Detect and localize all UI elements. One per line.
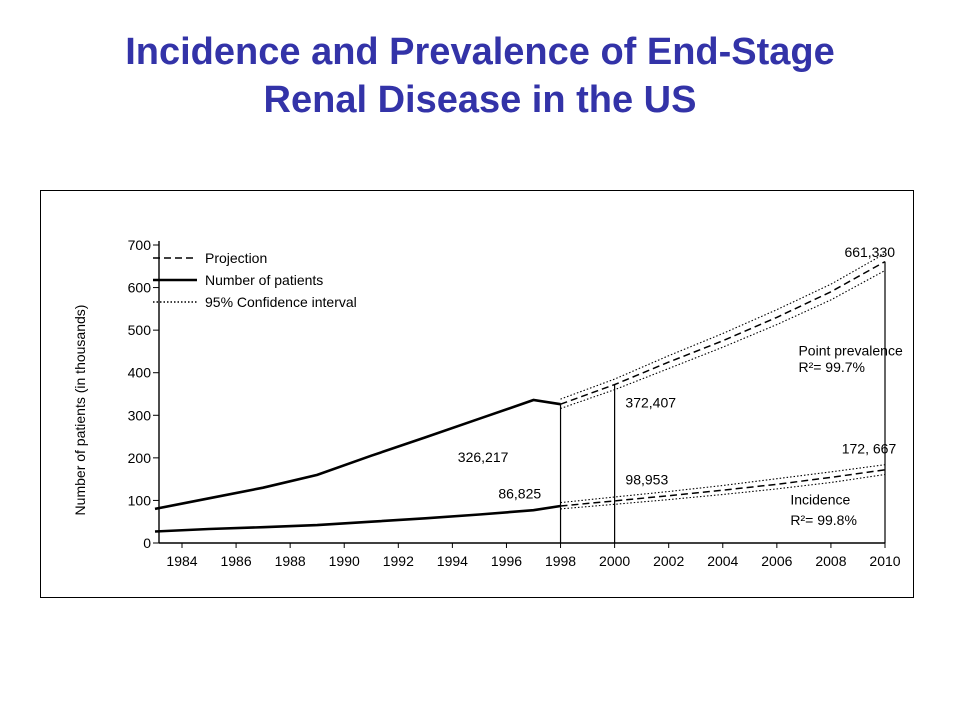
projection-line	[560, 260, 886, 405]
annotation-label: 372,407	[625, 395, 676, 411]
x-tick-label: 1998	[545, 553, 576, 569]
slide-title-line-2: Renal Disease in the US	[263, 79, 697, 121]
observed-line	[154, 504, 561, 533]
annotation-label: Incidence	[790, 492, 850, 508]
x-tick-label: 1996	[491, 553, 522, 569]
annotation-label: R²= 99.7%	[798, 359, 865, 375]
annotation-label: Point prevalence	[798, 343, 903, 359]
slide-title-line-1: Incidence and Prevalence of End-Stage	[125, 31, 835, 73]
legend-label: Projection	[205, 250, 267, 266]
confidence-interval-lower-line	[560, 270, 886, 410]
x-tick-label: 1988	[275, 553, 306, 569]
legend-label: 95% Confidence interval	[205, 294, 357, 310]
annotation-label: 661,330	[844, 244, 895, 260]
legend-label: Number of patients	[205, 272, 323, 288]
x-tick-label: 1984	[166, 553, 197, 569]
x-tick-label: 1994	[437, 553, 468, 569]
annotation-label: 326,217	[458, 449, 509, 465]
y-tick-label: 500	[128, 322, 152, 338]
annotation-label: 86,825	[498, 486, 541, 502]
x-tick-label: 1992	[383, 553, 414, 569]
annotation-label: 98,953	[625, 471, 668, 487]
chart: 0 100 200 300 400 500 600 700 1984 1986 1988 1990 19…	[72, 237, 903, 569]
y-tick-label: 400	[128, 365, 152, 381]
slide-title: Incidence and Prevalence of End-Stage Re…	[0, 28, 960, 124]
y-axis-label: Number of patients (in thousands)	[72, 305, 88, 516]
y-tick-label: 100	[128, 492, 152, 508]
x-tick-label: 1986	[220, 553, 251, 569]
confidence-interval-upper-line	[560, 253, 886, 400]
x-tick-label: 2008	[815, 553, 846, 569]
x-tick-label: 2004	[707, 553, 738, 569]
chart-frame: 0 100 200 300 400 500 600 700 1984 1986 1988 1990 19…	[40, 190, 914, 598]
y-tick-label: 200	[128, 450, 152, 466]
y-tick-label: 300	[128, 407, 152, 423]
x-tick-label: 2010	[869, 553, 900, 569]
x-tick-label: 1990	[329, 553, 360, 569]
y-tick-label: 600	[128, 280, 152, 296]
x-tick-label: 2006	[761, 553, 792, 569]
observed-line	[154, 398, 561, 511]
annotation-label: 172, 667	[842, 441, 897, 457]
y-tick-label: 0	[143, 535, 151, 551]
x-tick-label: 2002	[653, 553, 684, 569]
annotation-label: R²= 99.8%	[790, 512, 857, 528]
y-tick-label: 700	[128, 237, 152, 253]
x-tick-label: 2000	[599, 553, 630, 569]
